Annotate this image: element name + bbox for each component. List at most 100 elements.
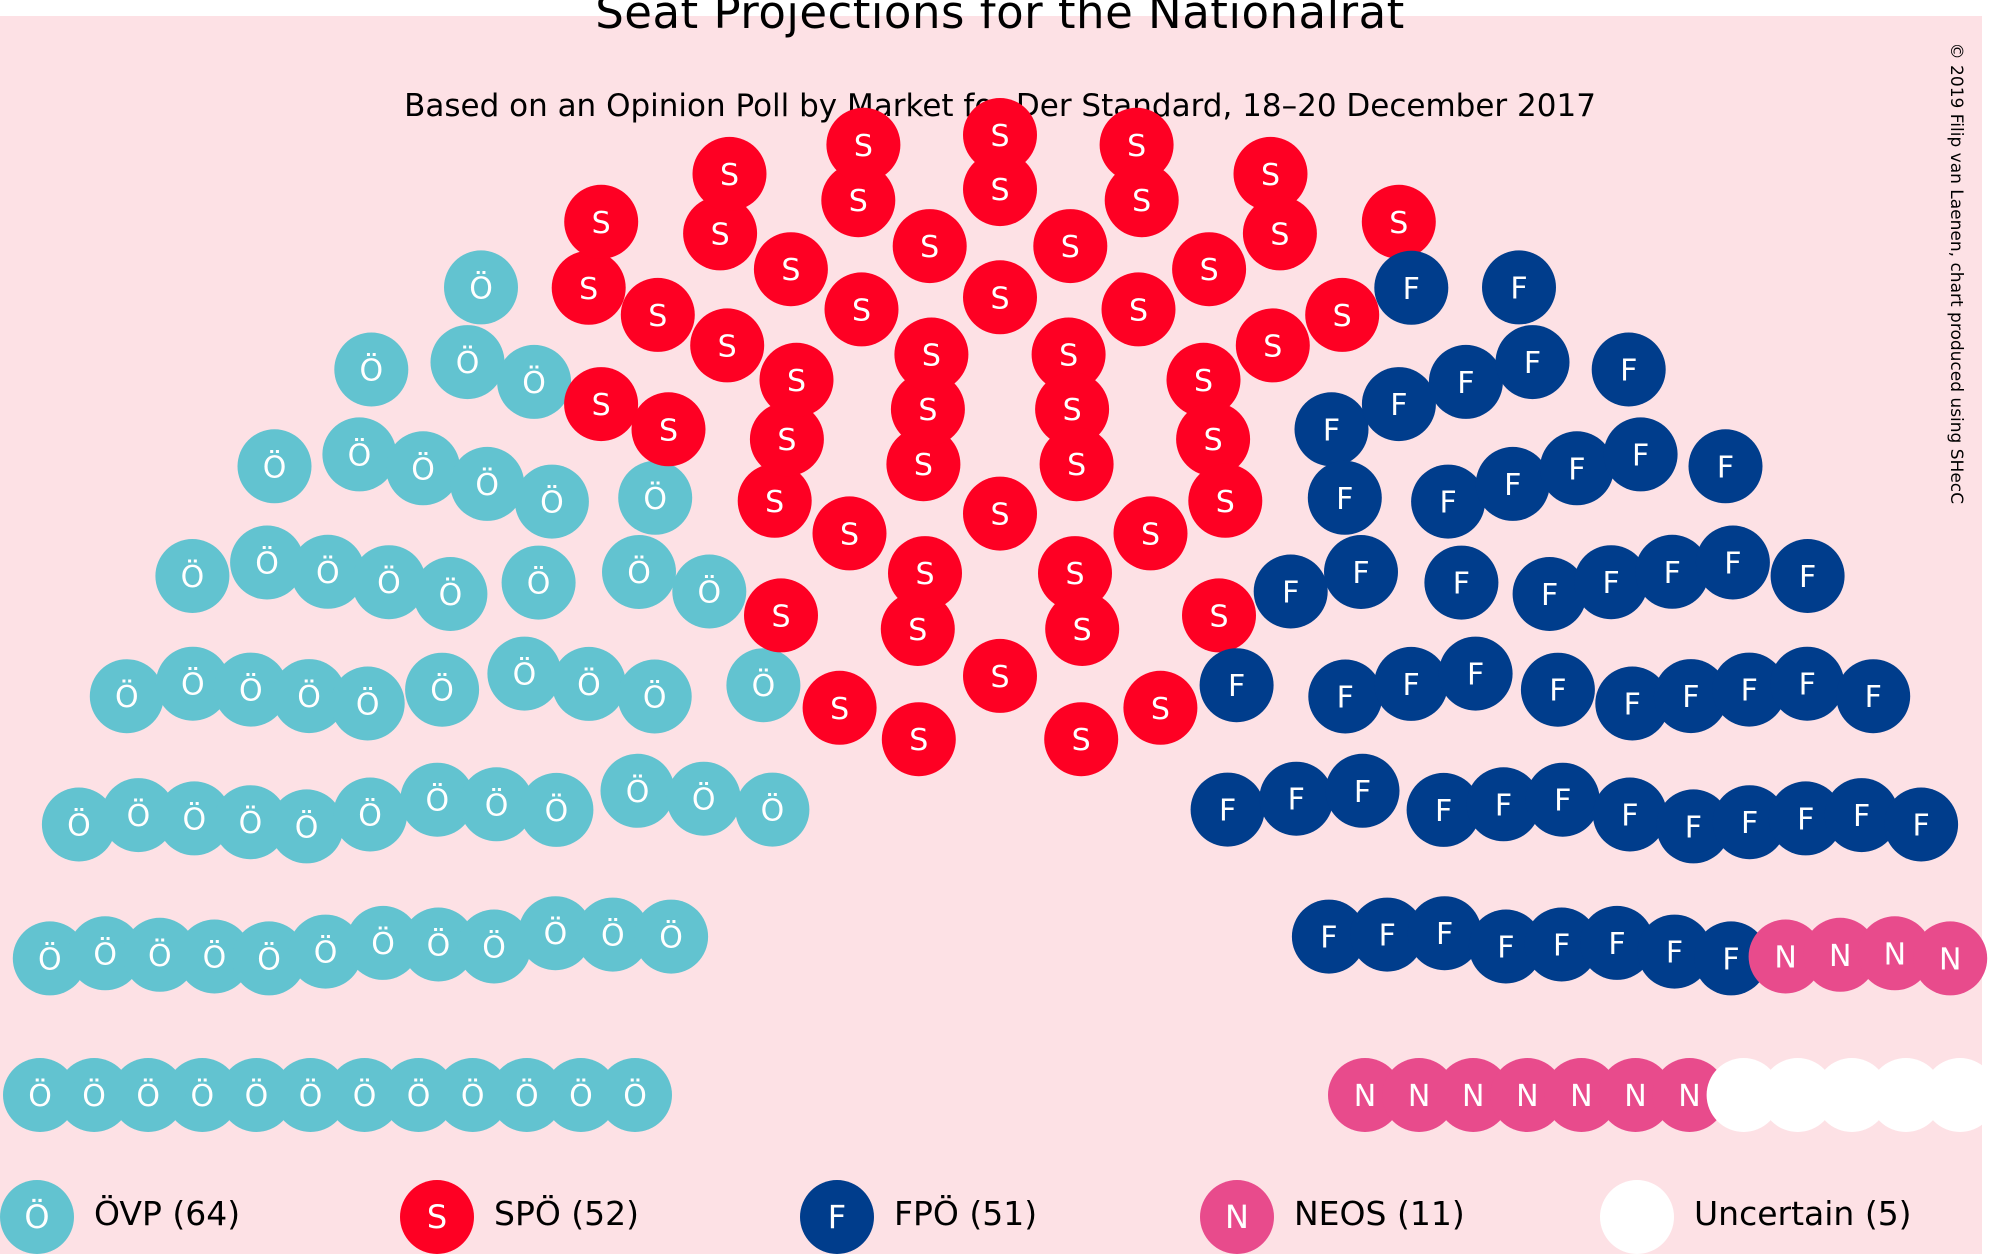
- seat-övp: Ö: [351, 545, 426, 620]
- legend-label-fpo: FPÖ (51): [894, 1194, 1038, 1233]
- seat-neos: N: [1490, 1058, 1565, 1132]
- seat-fpö: F: [1520, 652, 1595, 727]
- seat-spö: S: [1182, 578, 1256, 653]
- seat-label: S: [718, 329, 737, 364]
- seat-marker: [1603, 417, 1678, 492]
- seat-spö: S: [564, 367, 639, 442]
- seat-övp: Ö: [543, 1058, 618, 1132]
- seat-övp: Ö: [386, 431, 461, 506]
- seat-fpö: F: [1653, 659, 1728, 734]
- seat-spö: S: [892, 209, 967, 284]
- seat-övp: Ö: [666, 761, 741, 836]
- seat-marker: [690, 308, 765, 383]
- seat-label: Ö: [577, 667, 601, 703]
- seat-label: S: [1129, 293, 1148, 328]
- seat-övp: Ö: [165, 1058, 240, 1132]
- seat-spö: S: [1033, 209, 1108, 284]
- seat-uncertain: [1760, 1058, 1835, 1132]
- seat-marker: [272, 659, 347, 734]
- seat-marker: [726, 648, 801, 723]
- seat-label: F: [1457, 366, 1474, 401]
- seat-label: S: [1204, 423, 1223, 458]
- seat-fpö: F: [1591, 332, 1666, 407]
- seat-fpö: F: [1656, 789, 1731, 864]
- seat-övp: Ö: [346, 905, 420, 980]
- seat-övp: Ö: [155, 539, 230, 613]
- seat-marker: [631, 392, 706, 467]
- seat-marker: [749, 402, 824, 477]
- seat-spö: S: [1305, 277, 1380, 352]
- seat-spö: S: [1233, 136, 1308, 211]
- seat-övp: Ö: [232, 921, 306, 996]
- seat-label: Ö: [371, 926, 395, 962]
- seat-label: S: [1389, 206, 1408, 241]
- seat-label: N: [1408, 1079, 1430, 1114]
- seat-label: F: [1799, 668, 1816, 703]
- seat-spö: S: [564, 184, 639, 259]
- seat-label: Ö: [67, 808, 91, 844]
- seat-marker: [1884, 787, 1959, 862]
- seat-fpö: F: [1468, 909, 1543, 984]
- seat-label: Ö: [93, 936, 117, 972]
- seat-label: Ö: [627, 555, 651, 591]
- seat-label: N: [1884, 937, 1906, 972]
- seat-fpö: F: [1374, 250, 1449, 325]
- seat-marker: [1308, 659, 1383, 734]
- seat-marker: [155, 539, 230, 613]
- seat-marker: [963, 476, 1037, 551]
- seat-marker: [1291, 899, 1366, 974]
- seat-marker: [1374, 646, 1449, 721]
- seat-label: S: [1127, 129, 1146, 164]
- seat-marker: [1712, 785, 1787, 860]
- seat-label: S: [990, 660, 1009, 695]
- seat-label: F: [1354, 775, 1371, 810]
- seat-spö: S: [683, 196, 758, 271]
- seat-label: Ö: [540, 485, 564, 521]
- seat-label: Ö: [623, 1078, 647, 1114]
- seat-label: Ö: [257, 941, 281, 977]
- seat-marker: [1045, 592, 1120, 666]
- seat-spö: S: [551, 250, 626, 325]
- seat-fpö: F: [1712, 652, 1787, 727]
- seat-spö: S: [620, 277, 695, 352]
- seat-label: Ö: [761, 793, 785, 829]
- seat-marker: [1436, 1058, 1511, 1132]
- seat-marker: [1253, 554, 1328, 629]
- seat-övp: Ö: [57, 1058, 132, 1132]
- seat-label: S: [915, 557, 934, 592]
- seat-label: Ö: [182, 801, 206, 837]
- seat-neos: N: [1436, 1058, 1511, 1132]
- seat-label: S: [1132, 184, 1151, 219]
- seat-fpö: F: [1525, 762, 1600, 837]
- seat-spö: S: [963, 260, 1037, 335]
- seat-övp: Ö: [288, 914, 363, 989]
- seat-label: S: [777, 423, 796, 458]
- seat-marker: [334, 332, 409, 407]
- seat-marker: [1868, 1058, 1943, 1132]
- seat-label: F: [1682, 680, 1699, 715]
- seat-marker: [1760, 1058, 1835, 1132]
- seat-marker: [1525, 762, 1600, 837]
- seat-label: S: [922, 339, 941, 374]
- seat-label: Ö: [485, 787, 509, 823]
- seat-label: Ö: [522, 365, 546, 401]
- seat-spö: S: [1044, 702, 1119, 777]
- seat-label: S: [711, 217, 730, 252]
- seat-marker: [1039, 427, 1114, 502]
- seat-label: F: [1621, 799, 1638, 834]
- seat-label: S: [990, 173, 1009, 208]
- seat-label: Ö: [203, 940, 227, 976]
- seat-marker: [155, 646, 230, 721]
- seat-spö: S: [881, 702, 956, 777]
- seat-label: Ö: [643, 680, 667, 716]
- legend-label-neos: NEOS (11): [1294, 1194, 1465, 1233]
- seat-övp: Ö: [430, 325, 505, 400]
- seat-label: F: [1403, 272, 1420, 307]
- seat-marker: [322, 417, 397, 492]
- seat-label: Ö: [314, 935, 338, 971]
- seat-marker: [237, 429, 312, 504]
- seat-marker: [1695, 525, 1770, 600]
- seat-övp: Ö: [735, 772, 810, 847]
- seat-marker: [618, 460, 693, 535]
- seat-marker: [1324, 535, 1398, 609]
